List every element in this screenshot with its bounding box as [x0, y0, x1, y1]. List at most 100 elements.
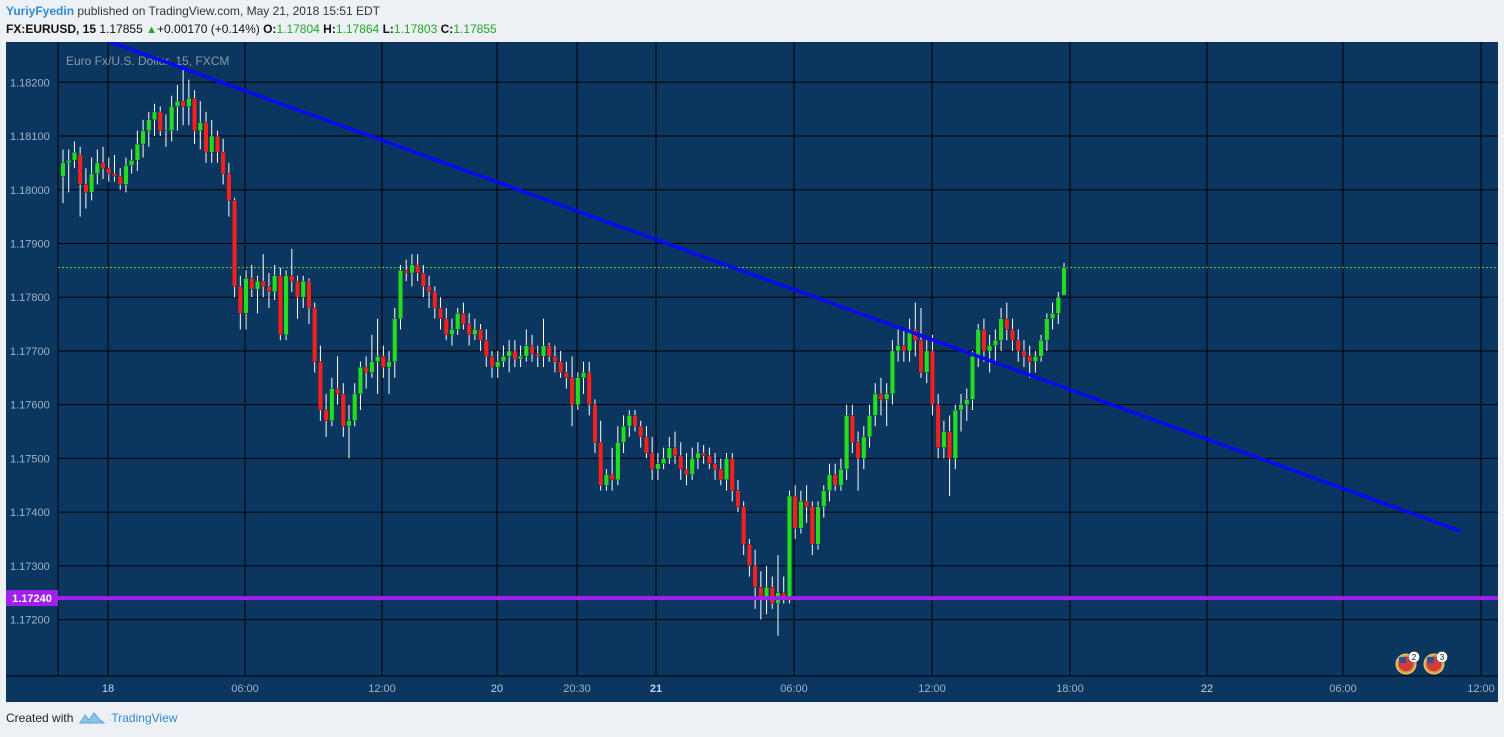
price-change: +0.00170 (+0.14%): [157, 22, 260, 36]
created-with-text: Created with: [6, 711, 74, 725]
candle-down: [295, 280, 301, 298]
candle-up: [907, 329, 913, 352]
candle-up: [884, 393, 890, 400]
candle-down: [289, 275, 295, 282]
candle-up: [449, 329, 455, 336]
candle-up: [998, 318, 1004, 341]
candle-down: [232, 200, 238, 287]
candle-up: [798, 501, 804, 529]
candle-up: [472, 329, 478, 336]
y-tick-label: 1.17800: [10, 292, 50, 304]
candle-down: [678, 455, 684, 470]
candle-down: [569, 377, 575, 405]
candle-down: [380, 356, 386, 368]
low-label: L:: [382, 22, 394, 36]
candle-down: [317, 361, 323, 411]
candle-down: [672, 447, 678, 456]
author-link[interactable]: YuriyFyedin: [6, 4, 75, 18]
tradingview-logo-icon: [79, 712, 106, 724]
candle-down: [335, 388, 341, 395]
open-value: 1.17804: [276, 22, 320, 36]
candle-up: [455, 313, 461, 330]
candle-down: [100, 162, 106, 169]
candle-up: [621, 425, 627, 443]
candle-down: [901, 345, 907, 352]
candle-down: [741, 506, 747, 545]
candle-down: [592, 404, 598, 443]
candle-down: [157, 111, 163, 131]
candle-down: [306, 280, 312, 309]
candle-up: [174, 100, 180, 107]
candle-down: [918, 339, 924, 373]
candle-up: [152, 111, 158, 121]
candle-down: [718, 468, 724, 481]
candle-down: [1021, 350, 1027, 357]
candle-up: [826, 474, 832, 491]
y-tick-label: 1.17300: [10, 561, 50, 573]
candle-down: [546, 345, 552, 357]
x-tick-label: 12:00: [918, 683, 946, 695]
candle-down: [643, 436, 649, 454]
candle-up: [1038, 339, 1044, 357]
candle-down: [558, 361, 564, 373]
event-count-bubble: [1408, 651, 1420, 663]
candle-up: [872, 393, 878, 416]
candle-down: [117, 176, 123, 185]
low-value: 1.17803: [393, 22, 438, 36]
candle-up: [1050, 313, 1056, 319]
candle-down: [77, 154, 83, 185]
candle-up: [518, 356, 524, 360]
candle-down: [237, 286, 243, 314]
price-axis-background: [6, 42, 58, 676]
candle-up: [540, 345, 546, 357]
candle-up: [346, 420, 352, 427]
x-tick-label: 06:00: [231, 683, 259, 695]
candle-up: [186, 98, 192, 107]
candle-up: [66, 160, 72, 164]
candle-up: [1055, 297, 1061, 314]
x-tick-label: 12:00: [1467, 683, 1495, 695]
candle-down: [929, 350, 935, 405]
y-tick-label: 1.17400: [10, 507, 50, 519]
y-tick-label: 1.17500: [10, 453, 50, 465]
candle-down: [340, 393, 346, 427]
candle-down: [432, 291, 438, 309]
candle-down: [638, 425, 644, 438]
candle-up: [975, 329, 981, 357]
candle-down: [947, 431, 953, 459]
up-arrow-icon: ▲: [146, 24, 157, 36]
candle-down: [609, 474, 615, 481]
candle-down: [729, 458, 735, 491]
candle-down: [552, 356, 558, 362]
candle-down: [106, 168, 112, 174]
chart-header: YuriyFyedin published on TradingView.com…: [0, 0, 1504, 42]
candle-down: [935, 404, 941, 448]
candle-up: [129, 160, 135, 166]
candle-up: [352, 393, 358, 421]
candle-up: [254, 280, 260, 290]
candle-down: [855, 442, 861, 459]
candle-down: [752, 565, 758, 588]
tradingview-link[interactable]: TradingView: [111, 711, 178, 725]
candle-down: [466, 323, 472, 336]
candle-up: [615, 442, 621, 481]
candle-up: [941, 431, 947, 448]
candle-down: [769, 587, 775, 604]
candle-down: [804, 501, 810, 507]
chart-title: Euro Fx/U.S. Dollar, 15, FXCM: [66, 54, 229, 68]
candle-up: [821, 490, 827, 507]
candle-up: [695, 452, 701, 459]
candle-down: [426, 286, 432, 293]
candle-up: [861, 436, 867, 459]
price-chart[interactable]: 1.18200 1.18100 1.18000 1.17900 1.17800 1.177…: [6, 42, 1498, 702]
candle-up: [1032, 356, 1038, 362]
candle-up: [163, 130, 169, 132]
candle-down: [706, 455, 712, 464]
candle-down: [460, 313, 466, 325]
high-label: H:: [323, 22, 336, 36]
candle-up: [867, 415, 873, 438]
y-tick-label: 1.17900: [10, 238, 50, 250]
candle-up: [655, 463, 661, 470]
y-tick-label: 1.18000: [10, 185, 50, 197]
x-tick-label: 21: [650, 683, 662, 695]
